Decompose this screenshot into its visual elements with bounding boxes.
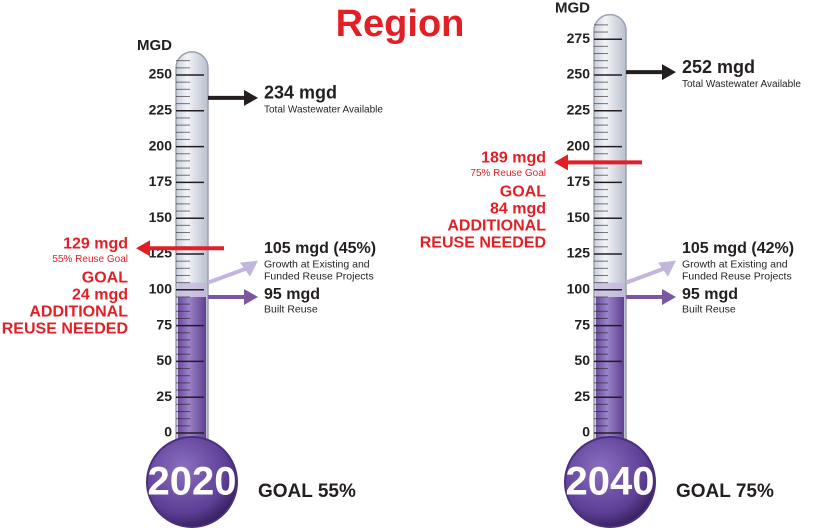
goal-arrow-head [554, 154, 568, 171]
built-label: 95 mgd [264, 286, 320, 303]
growth-arrow [625, 266, 665, 285]
total-arrow-head [662, 64, 676, 81]
y-tick-label: 75 [574, 316, 590, 332]
total-label: 252 mgd [682, 57, 755, 77]
goal-note: 55% Reuse Goal [52, 254, 128, 265]
y-tick-label: 250 [149, 66, 173, 82]
built-arrow-head [244, 288, 258, 305]
title: Region [336, 3, 465, 45]
gap-text: 24 mgd [72, 286, 128, 303]
y-tick-label: 25 [574, 388, 590, 404]
y-tick-label: 225 [567, 102, 591, 118]
y-tick-label: 100 [149, 281, 173, 297]
y-tick-label: 50 [574, 352, 590, 368]
built-note: Built Reuse [682, 304, 736, 316]
year: 2040 [566, 460, 655, 504]
y-tick-label: 125 [567, 245, 591, 261]
goal-label: GOAL 75% [676, 481, 774, 502]
growth-arrow-head [240, 260, 258, 277]
gap-text: 84 mgd [490, 201, 546, 218]
y-tick-label: 275 [567, 30, 591, 46]
y-tick-label: 250 [567, 66, 591, 82]
bulb [564, 436, 656, 528]
growth-arrow-head [658, 260, 676, 277]
y-tick-label: 0 [164, 424, 172, 440]
y-tick-label: 100 [567, 281, 591, 297]
y-tick-label: 175 [567, 173, 591, 189]
axis-label: MGD [555, 0, 590, 17]
year: 2020 [148, 460, 237, 504]
axis-label: MGD [137, 37, 172, 54]
total-label: 234 mgd [264, 83, 337, 103]
growth-label: 105 mgd (45%) [264, 240, 376, 257]
y-tick-label: 0 [582, 424, 590, 440]
total-note: Total Wastewater Available [264, 105, 383, 116]
growth-note: Growth at Existing and [682, 258, 788, 270]
goal-note: 75% Reuse Goal [470, 168, 546, 179]
growth-arrow [207, 266, 247, 285]
growth-note: Funded Reuse Projects [682, 270, 792, 282]
y-tick-label: 175 [149, 173, 173, 189]
bulb [146, 436, 238, 528]
y-tick-label: 75 [156, 316, 172, 332]
goal-value-label: 129 mgd [63, 235, 128, 252]
y-tick-label: 200 [567, 137, 591, 153]
goal-label: GOAL 55% [258, 481, 356, 502]
gap-text: ADDITIONAL [447, 218, 546, 235]
gap-text: GOAL [500, 184, 546, 201]
y-tick-label: 50 [156, 352, 172, 368]
gap-text: ADDITIONAL [29, 303, 128, 320]
built-arrow-head [662, 288, 676, 305]
gap-text: REUSE NEEDED [420, 235, 546, 252]
built-label: 95 mgd [682, 286, 738, 303]
y-tick-label: 200 [149, 137, 173, 153]
total-arrow-head [244, 89, 258, 106]
gap-text: REUSE NEEDED [2, 320, 128, 337]
total-note: Total Wastewater Available [682, 79, 801, 90]
y-tick-label: 225 [149, 102, 173, 118]
growth-note: Growth at Existing and [264, 258, 370, 270]
gap-text: GOAL [82, 269, 128, 286]
growth-note: Funded Reuse Projects [264, 270, 374, 282]
goal-arrow-head [136, 240, 150, 257]
y-tick-label: 150 [567, 209, 591, 225]
goal-value-label: 189 mgd [481, 150, 546, 167]
y-tick-label: 25 [156, 388, 172, 404]
built-note: Built Reuse [264, 304, 318, 316]
y-tick-label: 150 [149, 209, 173, 225]
growth-label: 105 mgd (42%) [682, 240, 794, 257]
